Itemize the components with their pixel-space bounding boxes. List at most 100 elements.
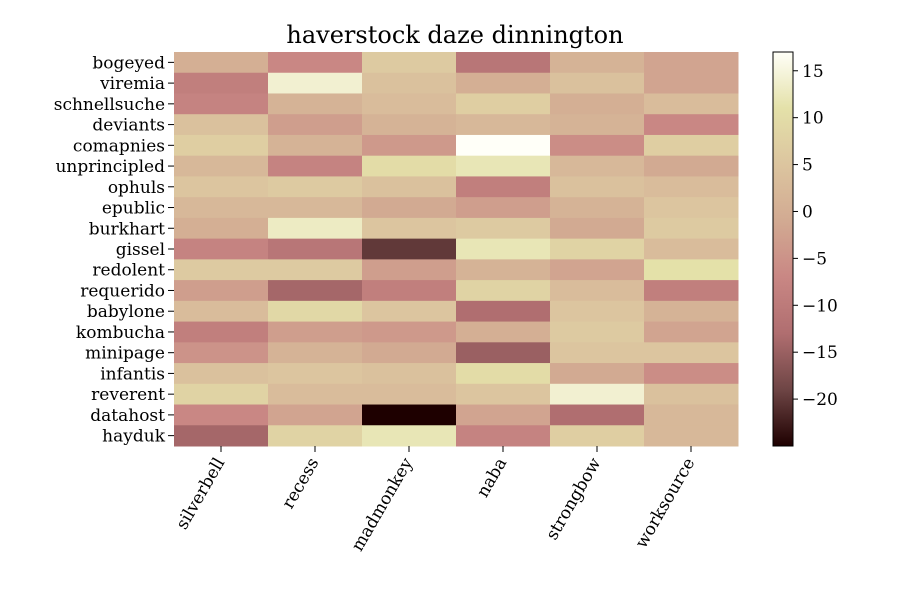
heatmap-cell: [268, 404, 363, 426]
row-label: epublic: [102, 199, 165, 219]
row-label: redolent: [92, 261, 165, 281]
heatmap-cell: [268, 300, 363, 323]
heatmap-cell: [174, 425, 269, 447]
heatmap-cell: [268, 383, 363, 406]
heatmap-cell: [644, 155, 739, 177]
heatmap-cell: [550, 280, 645, 302]
heatmap-cell: [174, 383, 269, 406]
heatmap-cell: [456, 300, 551, 323]
row-label: burkhart: [89, 219, 165, 239]
heatmap-cell: [362, 280, 457, 302]
heatmap-cell: [644, 197, 739, 219]
heatmap-cell: [550, 114, 645, 136]
heatmap-cell: [456, 321, 551, 343]
heatmap-cell: [174, 363, 269, 385]
heatmap-cell: [362, 217, 457, 240]
heatmap-cell: [456, 176, 551, 198]
heatmap-cell: [644, 342, 739, 364]
heatmap-cell: [268, 321, 363, 343]
heatmap-cell: [456, 363, 551, 385]
colorbar-tick-label: −10: [802, 296, 838, 316]
heatmap-cell: [268, 238, 363, 260]
heatmap-cell: [174, 321, 269, 343]
heatmap-cell: [268, 72, 363, 94]
heatmap-cell: [644, 280, 739, 302]
heatmap-cell: [550, 134, 645, 157]
heatmap-cell: [550, 52, 645, 74]
heatmap-cell: [268, 197, 363, 219]
heatmap-cell: [644, 93, 739, 115]
heatmap-cell: [456, 134, 551, 157]
heatmap-cell: [268, 280, 363, 302]
heatmap-cell: [268, 363, 363, 385]
heatmap-cell: [456, 425, 551, 447]
row-label: kombucha: [76, 323, 165, 343]
heatmap-cell: [456, 238, 551, 260]
heatmap-cell: [644, 238, 739, 260]
heatmap-cell: [362, 342, 457, 364]
heatmap-cell: [550, 93, 645, 115]
colorbar-tick-label: 5: [802, 156, 813, 176]
heatmap-cell: [456, 383, 551, 406]
heatmap-cell: [362, 363, 457, 385]
heatmap-cell: [268, 134, 363, 157]
heatmap-cell: [456, 197, 551, 219]
heatmap-cell: [550, 425, 645, 447]
heatmap-cell: [174, 197, 269, 219]
heatmap-cell: [550, 176, 645, 198]
heatmap-cell: [174, 52, 269, 74]
heatmap-cell: [644, 363, 739, 385]
heatmap-cell: [174, 404, 269, 426]
heatmap-cell: [174, 238, 269, 260]
heatmap-cell: [456, 114, 551, 136]
heatmap-cell: [644, 259, 739, 281]
heatmap-cell: [362, 52, 457, 74]
heatmap-cell: [644, 52, 739, 74]
heatmap-cell: [456, 72, 551, 94]
chart-title: haverstock daze dinnington: [286, 21, 623, 49]
heatmap-cell: [456, 342, 551, 364]
column-label: silverbell: [172, 455, 229, 534]
heatmap-cell: [362, 155, 457, 177]
heatmap-cell: [174, 342, 269, 364]
heatmap-cell: [362, 176, 457, 198]
heatmap-cell: [550, 363, 645, 385]
column-label: recess: [278, 455, 323, 513]
heatmap-cell: [550, 383, 645, 406]
heatmap-cell: [174, 300, 269, 323]
heatmap-cell: [550, 342, 645, 364]
heatmap-cell: [644, 383, 739, 406]
heatmap-cell: [174, 155, 269, 177]
column-label: strongbow: [542, 454, 605, 544]
heatmap-cell: [268, 93, 363, 115]
heatmap-cell: [550, 321, 645, 343]
heatmap-cell: [174, 259, 269, 281]
heatmap-cell: [268, 425, 363, 447]
row-label: bogeyed: [92, 53, 165, 73]
heatmap-cell: [362, 321, 457, 343]
heatmap-cell: [174, 134, 269, 157]
heatmap-cell: [644, 425, 739, 447]
heatmap-cell: [362, 259, 457, 281]
row-label: comapnies: [73, 136, 165, 156]
colorbar-tick-label: 15: [802, 62, 824, 82]
heatmap-cell: [550, 217, 645, 240]
row-labels: bogeyedviremiaschnellsuchedeviantscomapn…: [54, 53, 174, 447]
heatmap-cell: [268, 52, 363, 74]
heatmap-cell: [362, 425, 457, 447]
column-label: worksource: [632, 455, 700, 552]
heatmap-cell: [456, 280, 551, 302]
heatmap-cell: [644, 114, 739, 136]
row-label: datahost: [90, 406, 165, 426]
row-label: gissel: [116, 240, 165, 260]
heatmap-cell: [174, 176, 269, 198]
heatmap-cell: [550, 238, 645, 260]
heatmap-cell: [550, 197, 645, 219]
colorbar-tick-label: −5: [802, 249, 827, 269]
heatmap-cell: [268, 114, 363, 136]
row-label: babylone: [87, 302, 165, 322]
heatmap-cell: [362, 114, 457, 136]
colorbar-tick-label: 0: [802, 202, 813, 222]
colorbar-tick-label: −20: [802, 390, 838, 410]
heatmap-cell: [362, 197, 457, 219]
